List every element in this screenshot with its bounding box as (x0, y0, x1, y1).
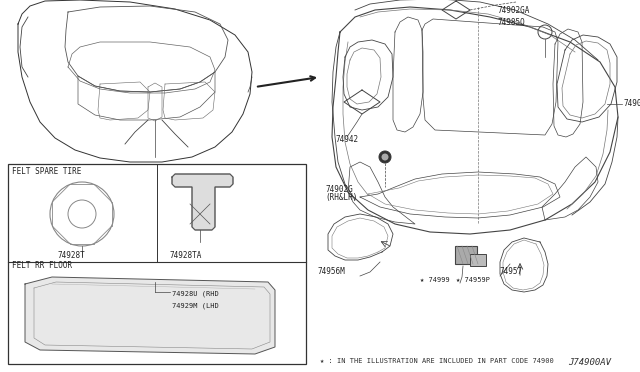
Text: 74902GA: 74902GA (498, 6, 531, 15)
Bar (8, 164, 306, 364)
Text: 74928U (RHD: 74928U (RHD (172, 291, 219, 297)
Circle shape (381, 154, 388, 160)
Text: 74928T: 74928T (58, 251, 86, 260)
Text: 74957: 74957 (500, 267, 523, 276)
Polygon shape (172, 174, 233, 230)
Text: 74929M (LHD: 74929M (LHD (172, 302, 219, 309)
Text: FELT RR FLOOR: FELT RR FLOOR (12, 261, 72, 270)
Text: ★ 74959P: ★ 74959P (456, 277, 490, 283)
Bar (470, 254, 486, 266)
Polygon shape (25, 277, 275, 354)
Circle shape (379, 151, 391, 163)
Text: 74902G: 74902G (325, 185, 353, 194)
Text: J74900AV: J74900AV (568, 358, 611, 367)
Bar (455, 246, 477, 264)
Text: 74928TA: 74928TA (170, 251, 202, 260)
Text: FELT SPARE TIRE: FELT SPARE TIRE (12, 167, 81, 176)
Text: (RH&LH): (RH&LH) (325, 193, 357, 202)
Text: ★ 74999: ★ 74999 (420, 277, 450, 283)
Text: ★ : IN THE ILLUSTRATION ARE INCLUDED IN PART CODE 74900: ★ : IN THE ILLUSTRATION ARE INCLUDED IN … (320, 358, 554, 364)
Text: 74942: 74942 (335, 135, 358, 144)
Text: 74985Q: 74985Q (498, 18, 525, 27)
Text: 74900: 74900 (623, 99, 640, 108)
Text: 74956M: 74956M (318, 267, 346, 276)
